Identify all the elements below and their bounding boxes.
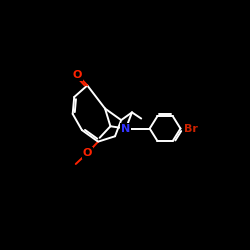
- Text: O: O: [83, 148, 92, 158]
- Text: N: N: [121, 124, 130, 134]
- Text: Br: Br: [184, 124, 198, 134]
- Text: O: O: [72, 70, 82, 80]
